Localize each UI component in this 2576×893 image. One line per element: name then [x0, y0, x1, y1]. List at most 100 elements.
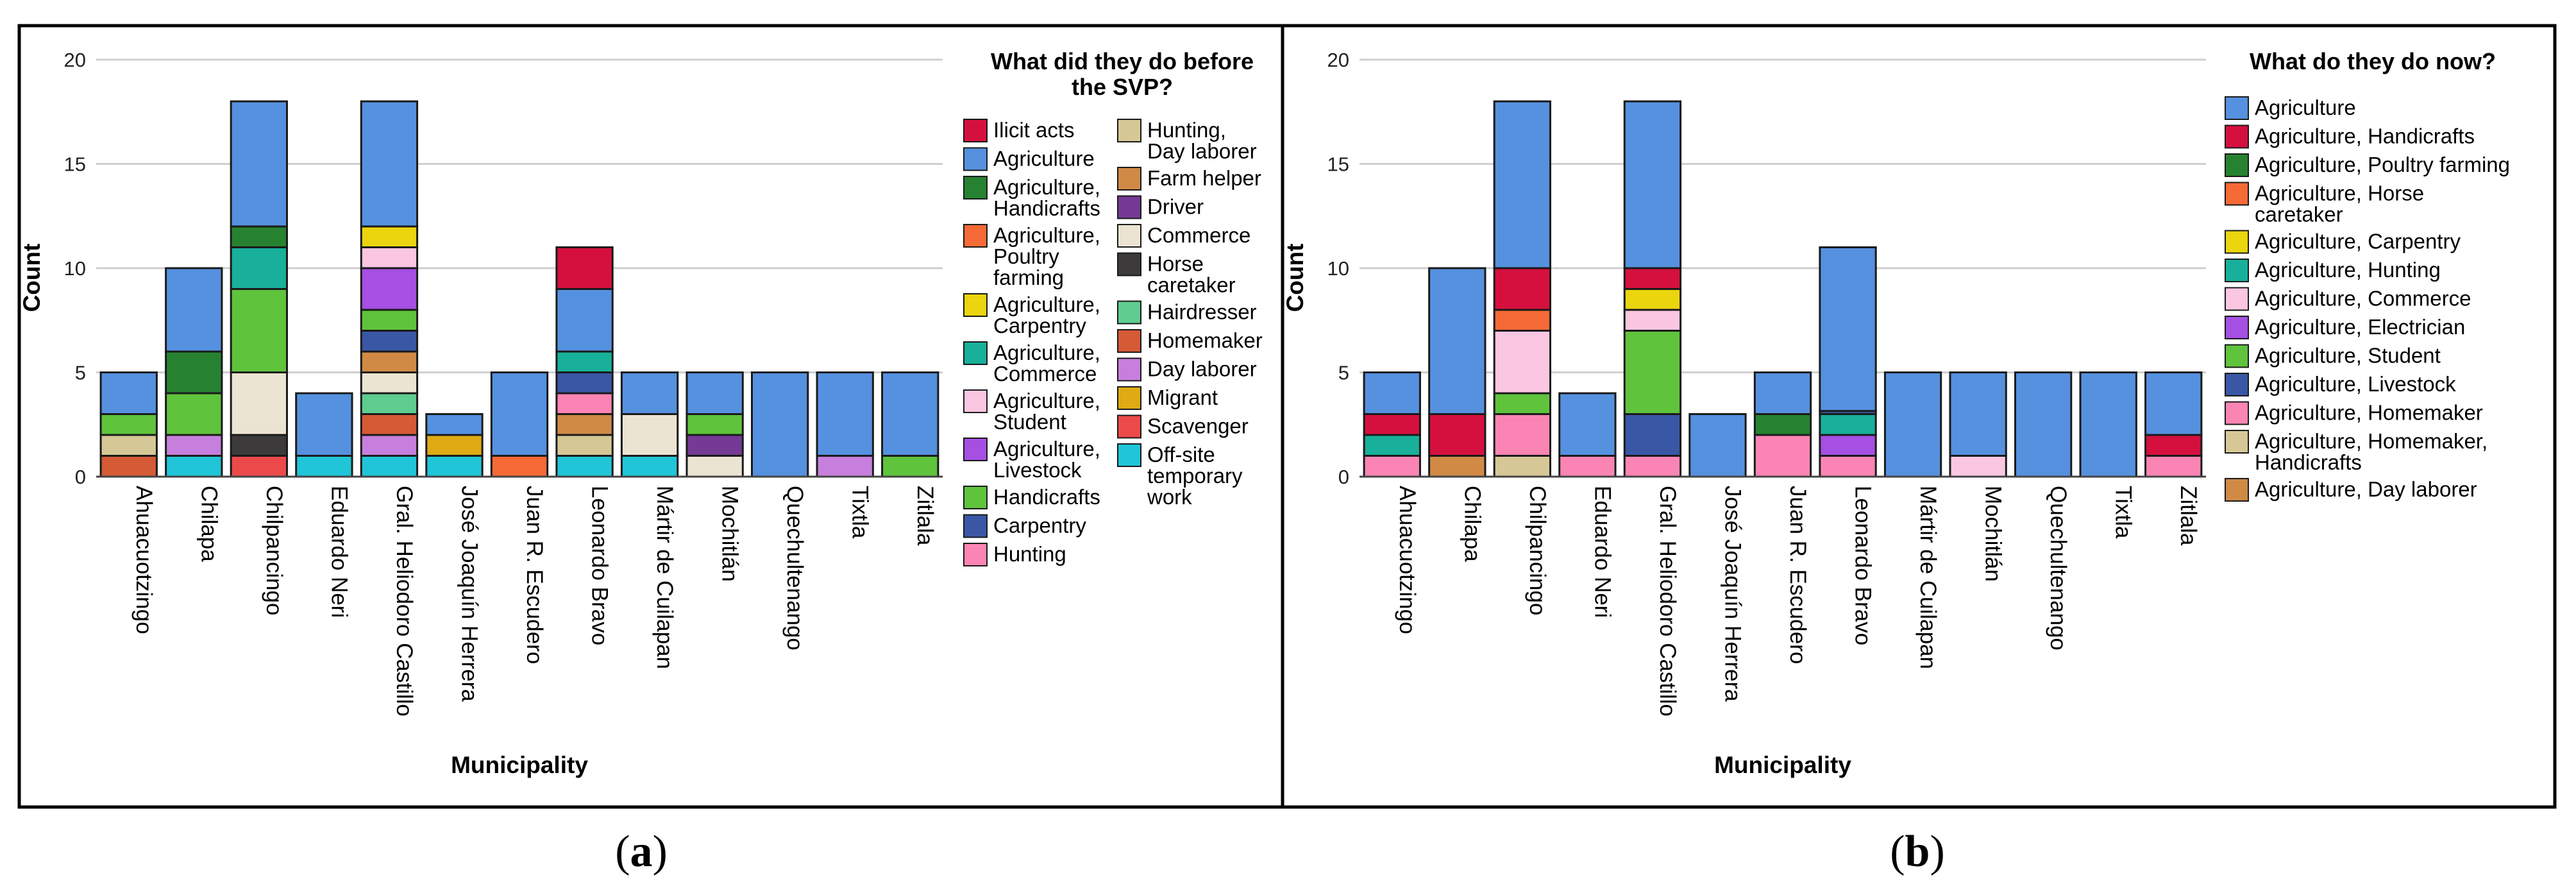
legend-label: Day laborer [1147, 139, 1257, 163]
bar-segment-hunting-day-laborer [99, 434, 158, 457]
legend-swatch [2225, 230, 2249, 254]
legend-item-handicrafts: Handicrafts [963, 485, 1100, 509]
bar-segment-agriculture [881, 371, 939, 457]
bar-segment-horse-caretaker [230, 434, 289, 457]
y-tick-label: 0 [1338, 466, 1349, 488]
bar-segment-agriculture-homemaker [1623, 455, 1682, 478]
bar-stack-eduardo-neri [1558, 392, 1617, 478]
bar-stack-tixtla [2079, 371, 2137, 478]
bar-segment-agriculture-hunting [1363, 434, 1421, 457]
bar-segment-agriculture-homemaker [1753, 434, 1812, 478]
x-category-label: Zitlala [913, 486, 938, 546]
bar-segment-day-laborer [816, 455, 874, 478]
legend-label: Driver [1147, 195, 1204, 219]
legend-label: Agriculture, Electrician [2255, 315, 2465, 339]
bar-stack-ahuacuotzingo [1363, 371, 1421, 478]
bar-segment-agriculture [2014, 371, 2073, 478]
bar-segment-agriculture [1623, 100, 1682, 269]
bar-segment-agriculture [686, 371, 744, 415]
legend-swatch [1117, 252, 1141, 276]
y-tick-label: 10 [64, 257, 86, 280]
legend-label: Agriculture, Poultry farming [2255, 153, 2510, 176]
legend-swatch [963, 438, 988, 461]
y-tick-label: 20 [64, 49, 86, 71]
y-tick-label: 0 [75, 466, 86, 488]
bar-segment-agriculture [2079, 371, 2137, 478]
bar-stack-tixtla [816, 371, 874, 478]
bar-segment-agriculture-commerce [1623, 309, 1682, 332]
bar-stack-martir-de-cuilapan [620, 371, 679, 478]
legend-item-hunting-day-laborer: Hunting,Day laborer [1117, 118, 1257, 163]
x-category-label: José Joaquín Herrera [1720, 486, 1745, 702]
x-category-label: Mochitlán [718, 486, 743, 582]
bar-segment-commerce [686, 455, 744, 478]
legend-swatch [1117, 119, 1141, 142]
legend-label: Agriculture, [993, 175, 1100, 199]
legend-item-agriculture-student: Agriculture, Student [2225, 344, 2441, 368]
legend-swatch [2225, 316, 2249, 339]
legend-item-day-laborer: Day laborer [1117, 357, 1257, 382]
legend-label: Agriculture, [993, 293, 1100, 316]
legend-swatch [963, 119, 988, 142]
bar-segment-homemaker [360, 413, 419, 436]
x-category-label: Quechultenango [782, 486, 807, 651]
legend-item-carpentry: Carpentry [963, 514, 1086, 538]
legend-label: Horse [1147, 252, 1204, 276]
bar-segment-off-site-temporary-work [620, 455, 679, 478]
bar-segment-agriculture-carpentry [360, 225, 419, 248]
panel-frame [1281, 24, 2557, 809]
bar-segment-agriculture-handicrafts [2144, 434, 2203, 457]
legend-label: temporary [1147, 464, 1243, 488]
legend-swatch [2225, 430, 2249, 454]
bar-stack-leonardo-bravo [555, 246, 614, 478]
x-axis-title: Municipality [1714, 752, 1851, 778]
bar-segment-agriculture [360, 100, 419, 228]
legend-label: Commerce [1147, 223, 1250, 247]
legend-label: Handicrafts [993, 196, 1100, 220]
bar-segment-agriculture-carpentry [1623, 288, 1682, 311]
legend-label: Agriculture [2255, 96, 2356, 119]
bar-segment-agriculture-commerce [230, 246, 289, 290]
legend-item-agriculture-livestock: Agriculture,Livestock [963, 437, 1100, 482]
legend-item-driver: Driver [1117, 195, 1204, 219]
legend-item-agriculture-handicrafts: Agriculture,Handicrafts [963, 175, 1100, 220]
legend-item-agriculture-day-laborer: Agriculture, Day laborer [2225, 477, 2477, 502]
legend-item-migrant: Migrant [1117, 386, 1218, 410]
bar-segment-handicrafts [230, 288, 289, 373]
legend-swatch [2225, 182, 2249, 206]
bar-segment-agriculture-handicrafts [1428, 413, 1486, 457]
bar-segment-agriculture-handicrafts [165, 350, 223, 395]
legend-item-agriculture-student: Agriculture,Student [963, 389, 1100, 434]
x-category-label: Juan R. Escudero [1785, 486, 1810, 664]
legend-item-farm-helper: Farm helper [1117, 166, 1261, 191]
legend-swatch [1117, 167, 1141, 191]
legend-label: Farm helper [1147, 166, 1261, 190]
x-category-label: Tixtla [848, 486, 873, 539]
legend-swatch [2225, 124, 2249, 149]
legend-title: What do they do now? [2250, 48, 2496, 74]
bar-stack-eduardo-neri [295, 392, 353, 478]
bar-stack-quechultenango [750, 371, 809, 478]
x-category-label: Chilpancingo [1525, 486, 1550, 615]
panel-label: (a) [615, 827, 668, 876]
bar-segment-agriculture-homemaker [1363, 455, 1421, 478]
legend-label: farming [993, 266, 1064, 289]
bar-segment-hunting [555, 392, 614, 415]
y-tick-label: 10 [1327, 257, 1349, 280]
legend-item-commerce: Commerce [1117, 223, 1250, 248]
bar-segment-agriculture-livestock [360, 267, 419, 311]
bar-segment-commerce [620, 413, 679, 457]
legend-swatch [2225, 401, 2249, 425]
bar-segment-agriculture [425, 413, 484, 436]
bar-segment-handicrafts [881, 455, 939, 478]
legend-label: Agriculture, [993, 437, 1100, 461]
x-category-label: Chilpancingo [262, 486, 287, 615]
bar-stack-jose-joaquin-herrera [1688, 413, 1747, 478]
bar-segment-off-site-temporary-work [425, 455, 484, 478]
legend-swatch [963, 147, 988, 171]
legend-label: Migrant [1147, 386, 1218, 409]
bar-segment-farm-helper [360, 350, 419, 373]
legend-swatch [963, 224, 988, 248]
